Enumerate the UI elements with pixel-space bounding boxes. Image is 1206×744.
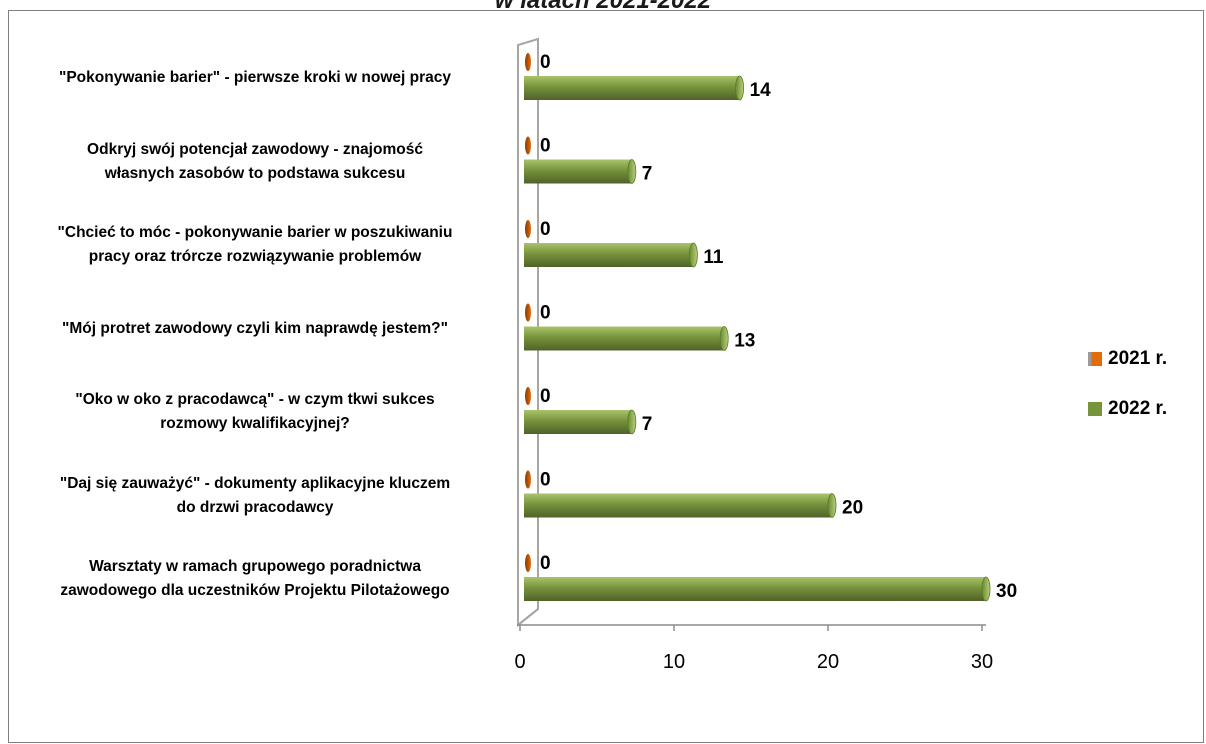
data-label-2022: 30 <box>996 581 1017 602</box>
x-tick-label: 20 <box>817 651 839 673</box>
bar-2022 <box>524 410 632 434</box>
category-label-line: "Chcieć to móc - pokonywanie barier w po… <box>57 224 453 241</box>
bar-2022-cap <box>627 159 637 184</box>
category-label-line: "Oko w oko z pracodawcą" - w czym tkwi s… <box>75 391 435 408</box>
bar-2021 <box>525 136 531 155</box>
bar-2022 <box>524 326 725 351</box>
x-tick-label: 30 <box>971 651 993 673</box>
legend-item: 2022 r. <box>1088 396 1167 422</box>
data-label-2021: 0 <box>540 136 551 157</box>
category-label: "Mój protret zawodowy czyli kim naprawdę… <box>10 317 500 341</box>
data-label-2021: 0 <box>540 303 551 324</box>
category-label-line: Odkryj swój potencjał zawodowy - znajomo… <box>87 140 423 158</box>
category-label-line: "Daj się zauważyć" - dokumenty aplikacyj… <box>59 474 451 492</box>
bar-2022-cap <box>719 326 729 351</box>
bar-2022 <box>524 159 632 184</box>
category-label: Warsztaty w ramach grupowego poradnictwa… <box>10 555 500 603</box>
legend-swatch <box>1088 352 1102 366</box>
category-label-line: zawodowego dla uczestników Projektu Pilo… <box>60 582 450 599</box>
bar-2022-cap <box>689 242 698 268</box>
bar-2022 <box>524 577 986 601</box>
x-tick-label: 10 <box>663 651 685 673</box>
bar-2021 <box>525 53 531 71</box>
category-label-line: pracy oraz trórcze rozwiązywanie problem… <box>88 248 422 265</box>
bar-2022 <box>524 493 832 518</box>
chart-floor-edge <box>517 608 539 626</box>
bar-2021 <box>525 303 531 322</box>
chart-title: w latach 2021-2022 <box>494 0 712 14</box>
bar-2021 <box>525 470 531 489</box>
bar-2021 <box>525 554 531 572</box>
bar-2022-cap <box>735 75 744 101</box>
legend-label: 2022 r. <box>1108 398 1168 419</box>
bar-2022 <box>524 76 740 100</box>
category-label-line: "Pokonywanie barier" - pierwsze kroki w … <box>59 69 451 86</box>
bar-2022-cap <box>981 576 991 602</box>
data-label-2021: 0 <box>540 386 551 407</box>
chart-frame <box>8 10 1204 743</box>
data-label-2022: 20 <box>842 498 863 519</box>
data-label-2022: 14 <box>750 80 772 101</box>
bar-2021 <box>525 387 531 405</box>
category-label: Odkryj swój potencjał zawodowy - znajomo… <box>10 138 500 186</box>
category-label-line: "Mój protret zawodowy czyli kim naprawdę… <box>62 319 448 337</box>
bar-2022-cap <box>627 409 637 435</box>
category-label-line: własnych zasobów to podstawa sukcesu <box>104 164 406 182</box>
legend: 2021 r. 2022 r. <box>1088 346 1167 446</box>
data-label-2022: 7 <box>642 414 653 435</box>
category-label: "Daj się zauważyć" - dokumenty aplikacyj… <box>10 472 500 520</box>
data-label-2022: 13 <box>734 331 755 352</box>
data-label-2021: 0 <box>540 470 551 491</box>
bar-2022 <box>524 243 694 267</box>
legend-swatch <box>1088 402 1102 416</box>
category-label: "Chcieć to móc - pokonywanie barier w po… <box>10 221 500 269</box>
data-label-2022: 11 <box>703 247 724 268</box>
category-label: "Pokonywanie barier" - pierwsze kroki w … <box>10 66 500 90</box>
data-label-2021: 0 <box>540 553 551 574</box>
category-label: "Oko w oko z pracodawcą" - w czym tkwi s… <box>10 388 500 436</box>
legend-item: 2021 r. <box>1088 346 1167 372</box>
category-label-line: rozmowy kwalifikacyjnej? <box>160 415 350 432</box>
data-label-2021: 0 <box>540 52 551 73</box>
legend-label: 2021 r. <box>1108 348 1168 369</box>
data-label-2021: 0 <box>540 219 551 240</box>
category-label-line: do drzwi pracodawcy <box>176 498 334 516</box>
x-tick-label: 0 <box>514 651 525 673</box>
bar-2021 <box>525 220 531 238</box>
data-label-2022: 7 <box>642 164 653 185</box>
category-label-line: Warsztaty w ramach grupowego poradnictwa <box>89 558 421 575</box>
bar-2022-cap <box>827 493 837 518</box>
